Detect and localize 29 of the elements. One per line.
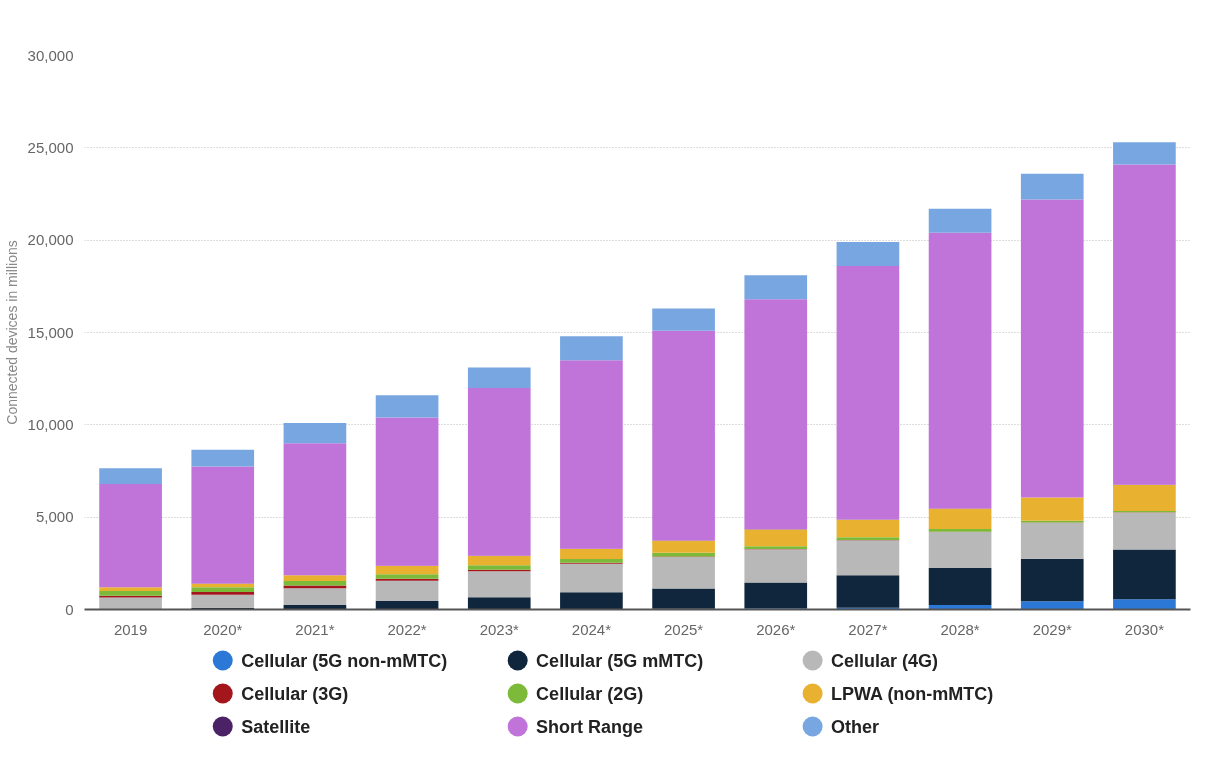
legend-label: Other	[831, 716, 880, 737]
legend-label: Cellular (5G mMTC)	[536, 650, 704, 671]
x-tick-label: 2027*	[848, 620, 888, 638]
legend-label: Cellular (3G)	[241, 683, 349, 704]
y-tick-label: 5,000	[35, 508, 74, 526]
y-tick-label: 10,000	[27, 415, 74, 433]
legend-label: LPWA (non-mMTC)	[831, 683, 994, 704]
legend-label: Satellite	[241, 716, 311, 737]
y-tick-label: 30,000	[27, 46, 74, 64]
x-tick-label: 2028*	[940, 620, 980, 638]
x-tick-label: 2020*	[203, 620, 243, 638]
x-tick-label: 2026*	[756, 620, 796, 638]
y-tick-label: 25,000	[27, 138, 74, 156]
x-tick-label: 2025*	[663, 620, 704, 638]
legend-label: Cellular (5G non-mMTC)	[241, 650, 448, 671]
legend-label: Cellular (2G)	[536, 683, 644, 704]
x-tick-label: 2021*	[295, 620, 335, 638]
y-axis-title: Connected devices in millions	[3, 240, 20, 425]
legend-label: Short Range	[536, 716, 644, 737]
x-tick-label: 2029*	[1032, 620, 1073, 638]
y-tick-label: 15,000	[27, 323, 74, 341]
y-tick-label: 0	[65, 600, 74, 618]
x-tick-label: 2024*	[571, 620, 612, 638]
x-tick-label: 2019	[113, 620, 148, 638]
y-tick-label: 20,000	[27, 231, 74, 249]
x-tick-label: 2023*	[479, 620, 520, 638]
x-tick-label: 2022*	[387, 620, 427, 638]
x-tick-label: 2030*	[1124, 620, 1165, 638]
legend-label: Cellular (4G)	[831, 650, 939, 671]
